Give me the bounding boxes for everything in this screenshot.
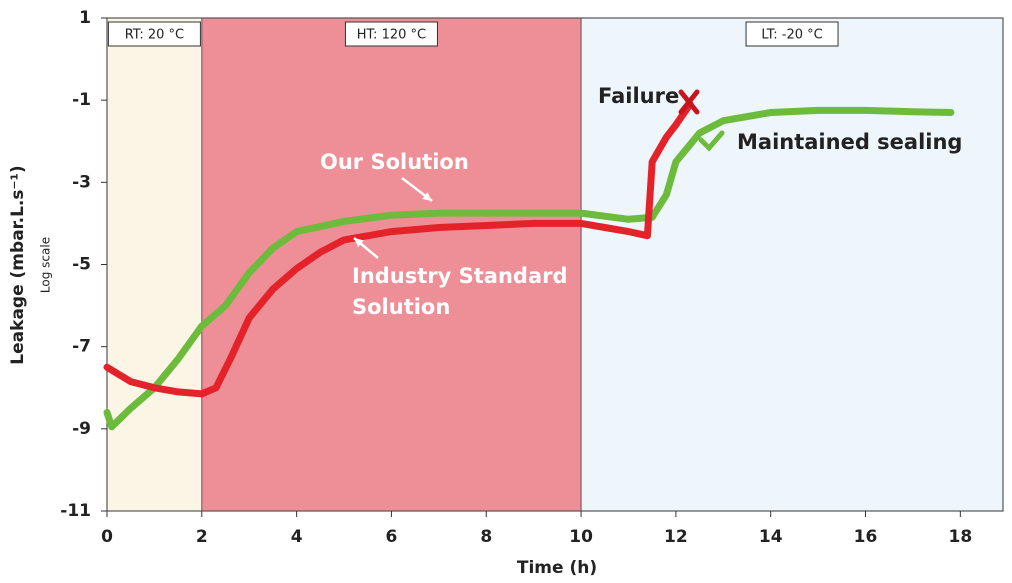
region (581, 18, 1003, 511)
series-layer (103, 100, 955, 431)
y-tick-label: -5 (72, 255, 91, 275)
failure-mark (678, 89, 700, 115)
y-tick-label: -3 (72, 172, 91, 192)
region-label: RT: 20 °C (125, 28, 184, 43)
region-label-box (107, 21, 201, 47)
annotation: Our Solution (320, 150, 469, 174)
x-tick-label: 10 (569, 527, 593, 547)
axes: 1 -1 -3 -5 -7 -9 -11 0 2 4 6 8 10 12 14 16 18 Time (h) Lea… (8, 8, 972, 578)
y-tick-label: -7 (72, 337, 91, 357)
annotation: Solution (352, 295, 450, 319)
series-line (103, 100, 694, 398)
x-tick-label: 4 (291, 527, 303, 547)
x-tick-label: 6 (386, 527, 398, 547)
x-tick-label: 12 (664, 527, 688, 547)
x-tick-label: 16 (854, 527, 878, 547)
x-tick-label: 18 (948, 527, 972, 547)
region (201, 18, 582, 511)
region-label-box (745, 21, 839, 47)
arrow-head (354, 238, 364, 248)
arrow-head (422, 192, 432, 201)
check-mark (698, 130, 725, 152)
y-tick-label: -9 (72, 419, 91, 439)
x-tick-label: 8 (480, 527, 492, 547)
x-tick-label: 2 (196, 527, 208, 547)
region-label: HT: 120 °C (357, 28, 426, 43)
y-tick-label: 1 (79, 8, 91, 28)
annotation: Industry Standard (352, 264, 568, 288)
annotation: Failure (598, 84, 679, 108)
x-axis-title: Time (h) (517, 558, 597, 578)
region (107, 18, 202, 511)
y-tick-label: -1 (72, 90, 91, 110)
series-line (103, 106, 955, 431)
y-tick-label: -11 (60, 501, 91, 521)
x-tick-label: 14 (759, 527, 783, 547)
annotations-layer: Our Solution Industry Standard Solution Fai… (320, 84, 962, 319)
x-tick-label: 0 (101, 527, 113, 547)
region-label: LT: -20 °C (761, 28, 822, 43)
y-axis-subtitle: Log scale (39, 237, 53, 293)
plot-background: RT: 20 °C HT: 120 °C LT: -20 °C (106, 17, 1004, 512)
y-axis-title: Leakage (mbar.L.s⁻¹) (8, 165, 28, 364)
annotation: Maintained sealing (737, 130, 962, 154)
region-label-box (344, 21, 438, 47)
